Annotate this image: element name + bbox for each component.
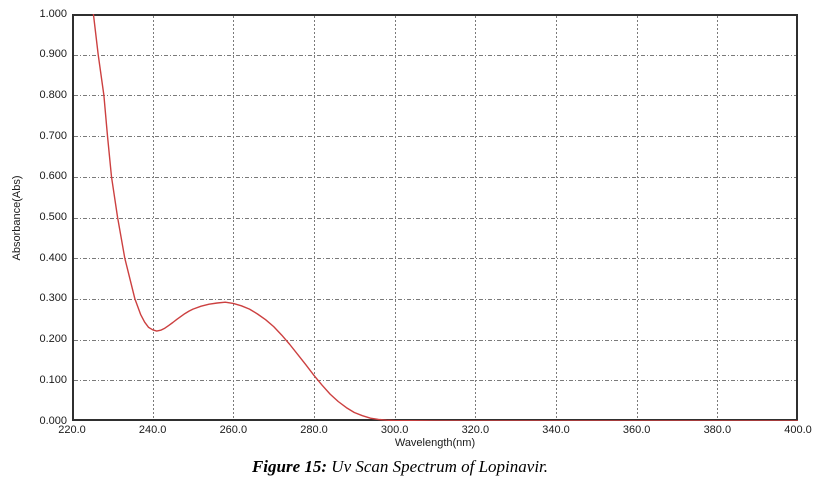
y-tick-label: 0.700 [39, 129, 67, 142]
spectrum-line-chart [72, 14, 798, 421]
figure-caption-label: Figure 15: [251, 457, 328, 476]
x-tick-label: 360.0 [622, 424, 651, 436]
x-tick-label: 400.0 [784, 424, 812, 436]
y-tick-label: 0.000 [39, 414, 67, 427]
plot-border [72, 14, 798, 421]
x-tick-label: 260.0 [219, 424, 248, 436]
x-tick-label: 340.0 [542, 424, 570, 436]
y-tick-label: 0.600 [39, 170, 67, 183]
x-tick-label: 300.0 [380, 424, 409, 436]
y-tick-label: 0.500 [39, 211, 67, 223]
y-tick-label: 0.200 [39, 333, 67, 346]
y-tick-label: 0.100 [39, 373, 67, 386]
gridlines [74, 16, 796, 419]
figure-caption: Figure 15: Uv Scan Spectrum of Lopinavir… [0, 457, 800, 477]
x-tick-label: 380.0 [703, 424, 732, 436]
y-tick-label: 0.900 [39, 48, 67, 61]
y-tick-label: 0.400 [39, 251, 67, 264]
absorbance-curve [92, 14, 798, 421]
y-tick-label: 1.000 [39, 7, 67, 20]
y-axis-title: Absorbance(Abs) [11, 175, 23, 261]
x-tick-label: 320.0 [461, 424, 490, 436]
x-tick-label: 240.0 [138, 424, 167, 436]
y-tick-label: 0.300 [39, 292, 67, 305]
figure-caption-text: Uv Scan Spectrum of Lopinavir. [327, 457, 549, 476]
y-tick-label: 0.800 [39, 88, 67, 101]
x-tick-label: 280.0 [300, 424, 328, 436]
x-axis-title: Wavelength(nm) [394, 437, 476, 449]
x-tick-label: 220.0 [58, 424, 86, 436]
